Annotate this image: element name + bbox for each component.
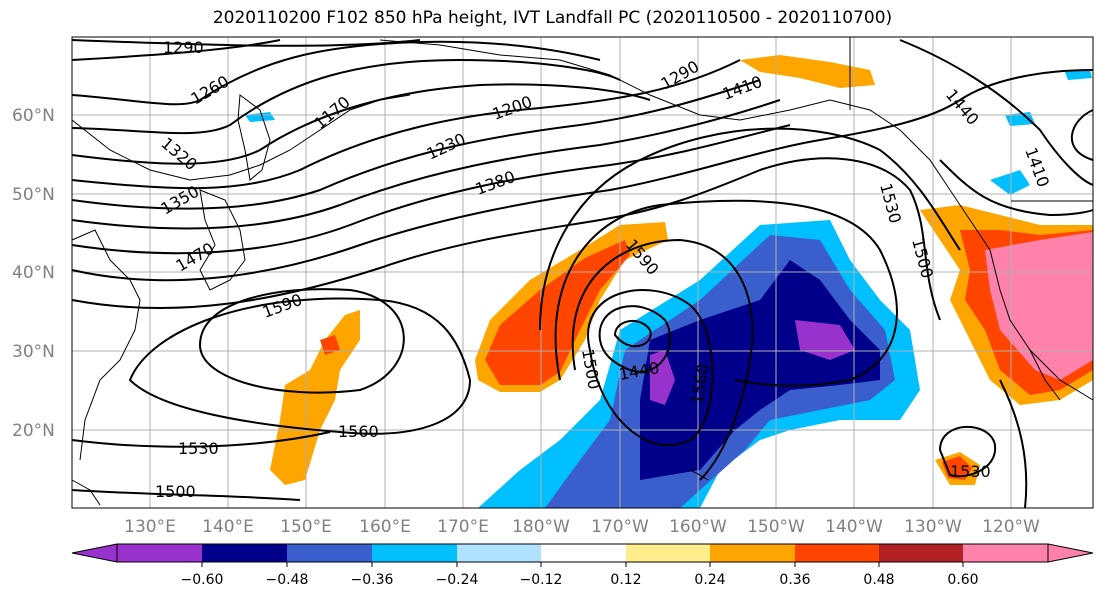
lon-label: 160°E: [359, 517, 411, 537]
shade-orange-west: [270, 310, 360, 485]
colorbar-extend-right: [1047, 543, 1094, 563]
contour-label: 1170: [310, 92, 353, 133]
colorbar-tick-label: 0.48: [863, 572, 894, 588]
ivt-shading: [245, 55, 1093, 508]
shade-light-blue-2: [990, 170, 1030, 195]
coast-hawaii: [689, 469, 709, 481]
contour-label: 1500: [155, 482, 196, 501]
lat-label: 30°N: [12, 342, 55, 362]
shade-purple-2: [650, 350, 675, 405]
coast-alaska: [499, 54, 951, 191]
colorbar-tick-label: −0.12: [520, 572, 563, 588]
lon-label: 140°E: [202, 517, 254, 537]
colorbar-segment: [879, 544, 963, 562]
coast-asia: [71, 94, 411, 181]
contour-label: 1560: [338, 422, 379, 441]
contour-1500: [71, 489, 301, 501]
contour-label: 1260: [188, 72, 233, 109]
shade-pink-coast: [985, 232, 1093, 380]
contour-label: 1410: [720, 72, 765, 104]
coast-japan: [199, 189, 246, 291]
contour-1560-west: [128, 297, 472, 435]
colorbar-segment: [287, 544, 372, 562]
contour-low-inner: [613, 320, 652, 348]
lat-label: 20°N: [12, 421, 55, 441]
colorbar-tick-label: −0.48: [266, 572, 309, 588]
lon-label: 120°W: [982, 517, 1040, 537]
coast-philippines: [71, 479, 101, 506]
lon-label: 170°W: [591, 517, 649, 537]
coast-kamchatka: [237, 94, 271, 181]
map-frame: [71, 36, 1094, 509]
shade-red-west: [320, 335, 340, 355]
colorbar-segment: [117, 544, 202, 562]
contour-1590-ridge: [539, 127, 961, 331]
contour-label: 1530: [876, 181, 905, 225]
shade-light-blue-3: [1005, 112, 1035, 126]
lon-label: 150°E: [280, 517, 332, 537]
contour-1590-west: [198, 288, 405, 394]
colorbar-segment: [202, 544, 287, 562]
colorbar-tick-label: 0.36: [779, 572, 810, 588]
contour-label: 1320: [157, 134, 200, 175]
contour-label: 1230: [424, 129, 469, 163]
map-title: 2020110200 F102 850 hPa height, IVT Land…: [212, 8, 893, 28]
lat-label: 50°N: [12, 185, 55, 205]
colorbar-tick-label: 0.24: [694, 572, 725, 588]
contour-low-2: [598, 305, 671, 373]
lon-label: 130°E: [124, 517, 176, 537]
contour-label: 1290: [163, 38, 204, 57]
colorbar-segment: [372, 544, 457, 562]
colorbar-segment: [963, 544, 1048, 562]
lon-label: 170°E: [437, 517, 489, 537]
contour-label: 1290: [658, 57, 703, 94]
shade-light-blue-4: [245, 112, 275, 122]
lon-label: 160°W: [669, 517, 727, 537]
colorbar-segment: [457, 544, 541, 562]
contour-1530: [71, 431, 331, 448]
colorbar-segments: [117, 544, 1048, 562]
lon-label: 140°W: [825, 517, 883, 537]
contour-label: 1500: [578, 347, 604, 390]
shade-light-blue-5: [1065, 70, 1092, 80]
lon-label: 130°W: [904, 517, 962, 537]
longitude-labels: 130°E 140°E 150°E 160°E 170°E 180°W 170°…: [124, 517, 1040, 537]
colorbar-segment: [541, 544, 626, 562]
contour-label: 1530: [178, 439, 219, 458]
colorbar-ticks: −0.60 −0.48 −0.36 −0.24 −0.12 0.12 0.24 0.36 0.4…: [181, 562, 979, 588]
lon-label: 180°W: [512, 517, 570, 537]
colorbar-tick-label: −0.24: [436, 572, 479, 588]
colorbar: −0.60 −0.48 −0.36 −0.24 −0.12 0.12 0.24 0.36 0.4…: [71, 543, 1094, 588]
colorbar-tick-label: 0.12: [610, 572, 641, 588]
lon-label: 150°W: [747, 517, 805, 537]
coast-baja: [1029, 349, 1061, 401]
contour-label: 1530: [950, 462, 991, 481]
colorbar-tick-label: −0.60: [181, 572, 224, 588]
colorbar-segment: [710, 544, 795, 562]
colorbar-tick-label: 0.60: [947, 572, 978, 588]
contour-1560-trough: [554, 199, 898, 387]
contour-label: 1470: [173, 239, 218, 276]
contour-1440: [587, 289, 714, 446]
colorbar-extend-left: [71, 543, 118, 563]
contour-label: 1200: [490, 92, 535, 124]
coast-na-west: [949, 189, 1094, 401]
contour-1500-trough: [571, 238, 754, 481]
colorbar-segment: [626, 544, 710, 562]
shade-purple-1: [795, 320, 855, 360]
colorbar-tick-label: −0.36: [351, 572, 394, 588]
shade-dark-blue: [640, 260, 880, 480]
lat-label: 40°N: [12, 263, 55, 283]
colorbar-segment: [795, 544, 879, 562]
colorbar-frame: [116, 543, 1049, 563]
contour-1530-small: [938, 425, 997, 478]
lat-label: 60°N: [12, 106, 55, 126]
shade-orange-north: [740, 55, 875, 88]
latitude-labels: 60°N 50°N 40°N 30°N 20°N: [12, 106, 55, 441]
height-contours: [71, 39, 1094, 509]
coast-east-asia: [71, 229, 141, 461]
